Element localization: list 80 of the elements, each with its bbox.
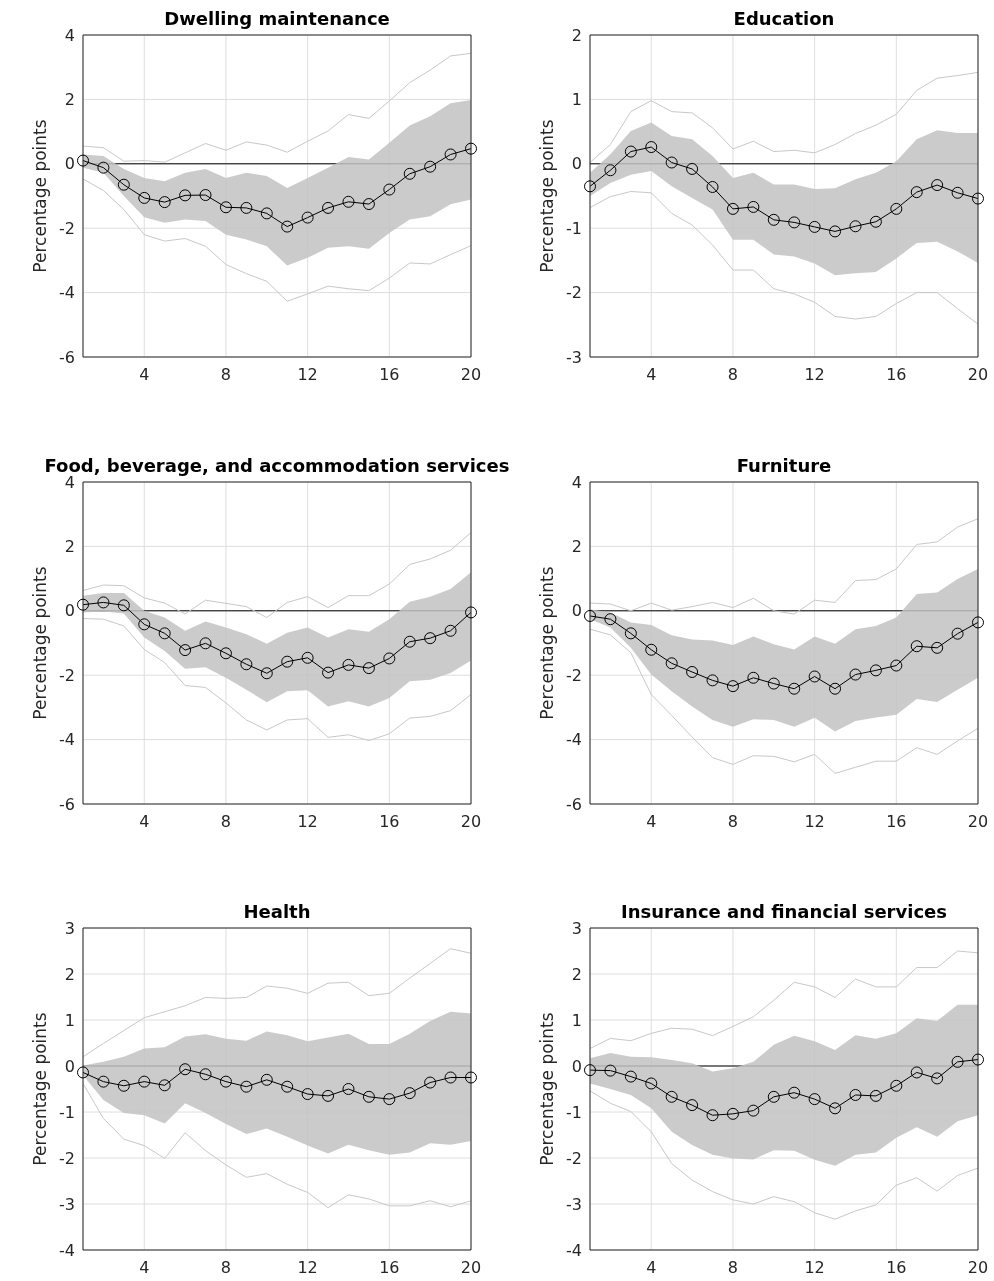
x-tick-label: 8 [220,1258,232,1278]
x-tick-label: 16 [379,365,400,385]
y-tick-label: 4 [571,472,582,492]
y-axis-title: Percentage points [537,1012,557,1166]
y-axis-title: Percentage points [30,566,50,720]
y-tick-label: -4 [59,730,75,750]
y-tick-label: 2 [64,90,75,110]
y-tick-label: 2 [64,964,75,984]
y-axis-title: Percentage points [537,119,557,273]
x-tick-label: 12 [297,812,318,832]
y-tick-label: 2 [571,537,582,557]
x-tick-label: 8 [727,812,739,832]
x-tick-label: 12 [297,365,318,385]
x-tick-label: 16 [379,1258,400,1278]
x-tick-label: 4 [139,812,150,832]
x-tick-label: 12 [297,1258,318,1278]
y-tick-label: -3 [566,1194,582,1214]
x-tick-label: 4 [646,812,657,832]
chart-title: Insurance and financial services [621,901,947,922]
y-tick-label: 0 [571,1056,582,1076]
y-axis-title: Percentage points [537,566,557,720]
y-tick-label: -1 [59,1102,75,1122]
y-tick-label: -3 [566,347,582,367]
y-tick-label: -4 [59,283,75,303]
x-tick-label: 8 [220,365,232,385]
x-tick-label: 8 [727,365,739,385]
y-tick-label: 1 [571,90,582,110]
x-tick-label: 16 [886,1258,907,1278]
y-tick-label: 3 [571,918,582,938]
y-tick-label: -4 [59,1240,75,1260]
y-tick-label: -1 [566,1102,582,1122]
y-tick-label: -2 [59,665,75,685]
y-tick-label: 2 [64,537,75,557]
chart-title: Dwelling maintenance [164,8,390,29]
y-tick-label: 0 [571,154,582,174]
y-axis-title: Percentage points [30,1012,50,1166]
x-tick-label: 12 [804,365,825,385]
y-tick-label: 3 [64,918,75,938]
y-tick-label: -6 [566,794,582,814]
y-tick-label: -2 [566,665,582,685]
x-tick-label: 20 [967,365,989,385]
x-tick-label: 8 [727,1258,739,1278]
x-tick-label: 16 [886,812,907,832]
chart-title: Health [243,901,311,922]
y-tick-label: -1 [566,218,582,238]
y-tick-label: -4 [566,1240,582,1260]
x-tick-label: 12 [804,1258,825,1278]
y-tick-label: 0 [64,154,75,174]
y-tick-label: 0 [64,1056,75,1076]
x-tick-label: 20 [967,812,989,832]
y-tick-label: -4 [566,730,582,750]
y-tick-label: -2 [59,218,75,238]
x-tick-label: 12 [804,812,825,832]
x-tick-label: 4 [646,1258,657,1278]
y-tick-label: -6 [59,794,75,814]
x-tick-label: 16 [886,365,907,385]
x-tick-label: 16 [379,812,400,832]
y-tick-label: 2 [571,964,582,984]
y-tick-label: 0 [64,601,75,621]
chart-title: Education [733,8,835,29]
y-tick-label: -2 [566,283,582,303]
chart-title: Furniture [736,455,832,476]
y-tick-label: -2 [59,1148,75,1168]
x-tick-label: 20 [967,1258,989,1278]
y-tick-label: 1 [64,1010,75,1030]
y-tick-label: -6 [59,347,75,367]
y-tick-label: 4 [64,25,75,45]
y-tick-label: 1 [571,1010,582,1030]
x-tick-label: 4 [139,365,150,385]
y-tick-label: -2 [566,1148,582,1168]
x-tick-label: 20 [460,365,482,385]
x-tick-label: 20 [460,1258,482,1278]
x-tick-label: 4 [139,1258,150,1278]
y-tick-label: -3 [59,1194,75,1214]
y-tick-label: 0 [571,601,582,621]
y-axis-title: Percentage points [30,119,50,273]
x-tick-label: 8 [220,812,232,832]
x-tick-label: 20 [460,812,482,832]
y-tick-label: 2 [571,25,582,45]
x-tick-label: 4 [646,365,657,385]
